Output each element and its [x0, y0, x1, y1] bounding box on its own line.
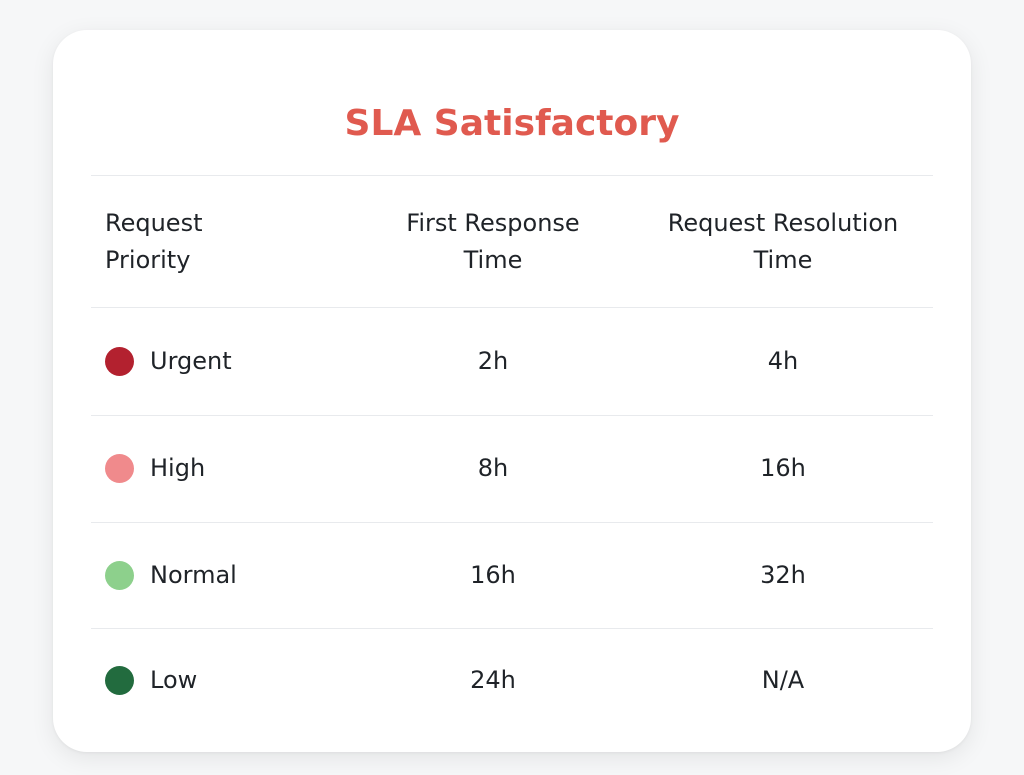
- header-line: Request Resolution: [667, 208, 899, 237]
- divider: [91, 522, 933, 523]
- first-response-cell: 24h: [470, 665, 516, 694]
- page-title: SLA Satisfactory: [344, 103, 680, 144]
- header-request-priority: Request Priority: [91, 205, 353, 279]
- first-response-cell: 16h: [470, 561, 516, 589]
- table-header-row: Request Priority First Response Time Req…: [91, 176, 933, 307]
- table-row: Low 24h N/A: [91, 629, 933, 731]
- resolution-cell: 4h: [767, 346, 799, 375]
- priority-label: Low: [150, 665, 198, 694]
- divider: [91, 307, 933, 308]
- resolution-cell: 32h: [760, 561, 806, 589]
- priority-dot-icon: [105, 665, 134, 695]
- priority-cell: High: [91, 450, 353, 487]
- sla-card: SLA Satisfactory Request Priority First …: [53, 30, 971, 752]
- table-row: High 8h 16h: [91, 415, 933, 522]
- header-line: Time: [463, 245, 523, 274]
- priority-cell: Urgent: [91, 343, 353, 380]
- priority-dot-icon: [105, 346, 134, 376]
- table-row: Urgent 2h 4h: [91, 307, 933, 415]
- priority-label: Urgent: [150, 346, 232, 375]
- priority-label: High: [150, 454, 206, 482]
- priority-label: Normal: [150, 561, 237, 589]
- table-row: Normal 16h 32h: [91, 522, 933, 629]
- priority-cell: Normal: [91, 557, 353, 594]
- first-response-cell: 8h: [477, 454, 509, 482]
- resolution-cell: N/A: [761, 665, 805, 694]
- divider: [91, 628, 933, 629]
- divider: [91, 415, 933, 416]
- header-line: Priority: [105, 245, 191, 274]
- resolution-cell: 16h: [760, 454, 806, 482]
- header-request-resolution-time: Request Resolution Time: [633, 205, 933, 279]
- priority-dot-icon: [105, 561, 134, 590]
- header-line: Time: [753, 245, 813, 274]
- priority-dot-icon: [105, 454, 134, 483]
- first-response-cell: 2h: [477, 346, 509, 375]
- sla-table: Request Priority First Response Time Req…: [91, 176, 933, 731]
- divider: [91, 175, 933, 176]
- priority-cell: Low: [91, 662, 353, 699]
- header-line: Request: [105, 208, 203, 237]
- header-line: First Response: [406, 208, 580, 237]
- header-first-response-time: First Response Time: [353, 205, 633, 279]
